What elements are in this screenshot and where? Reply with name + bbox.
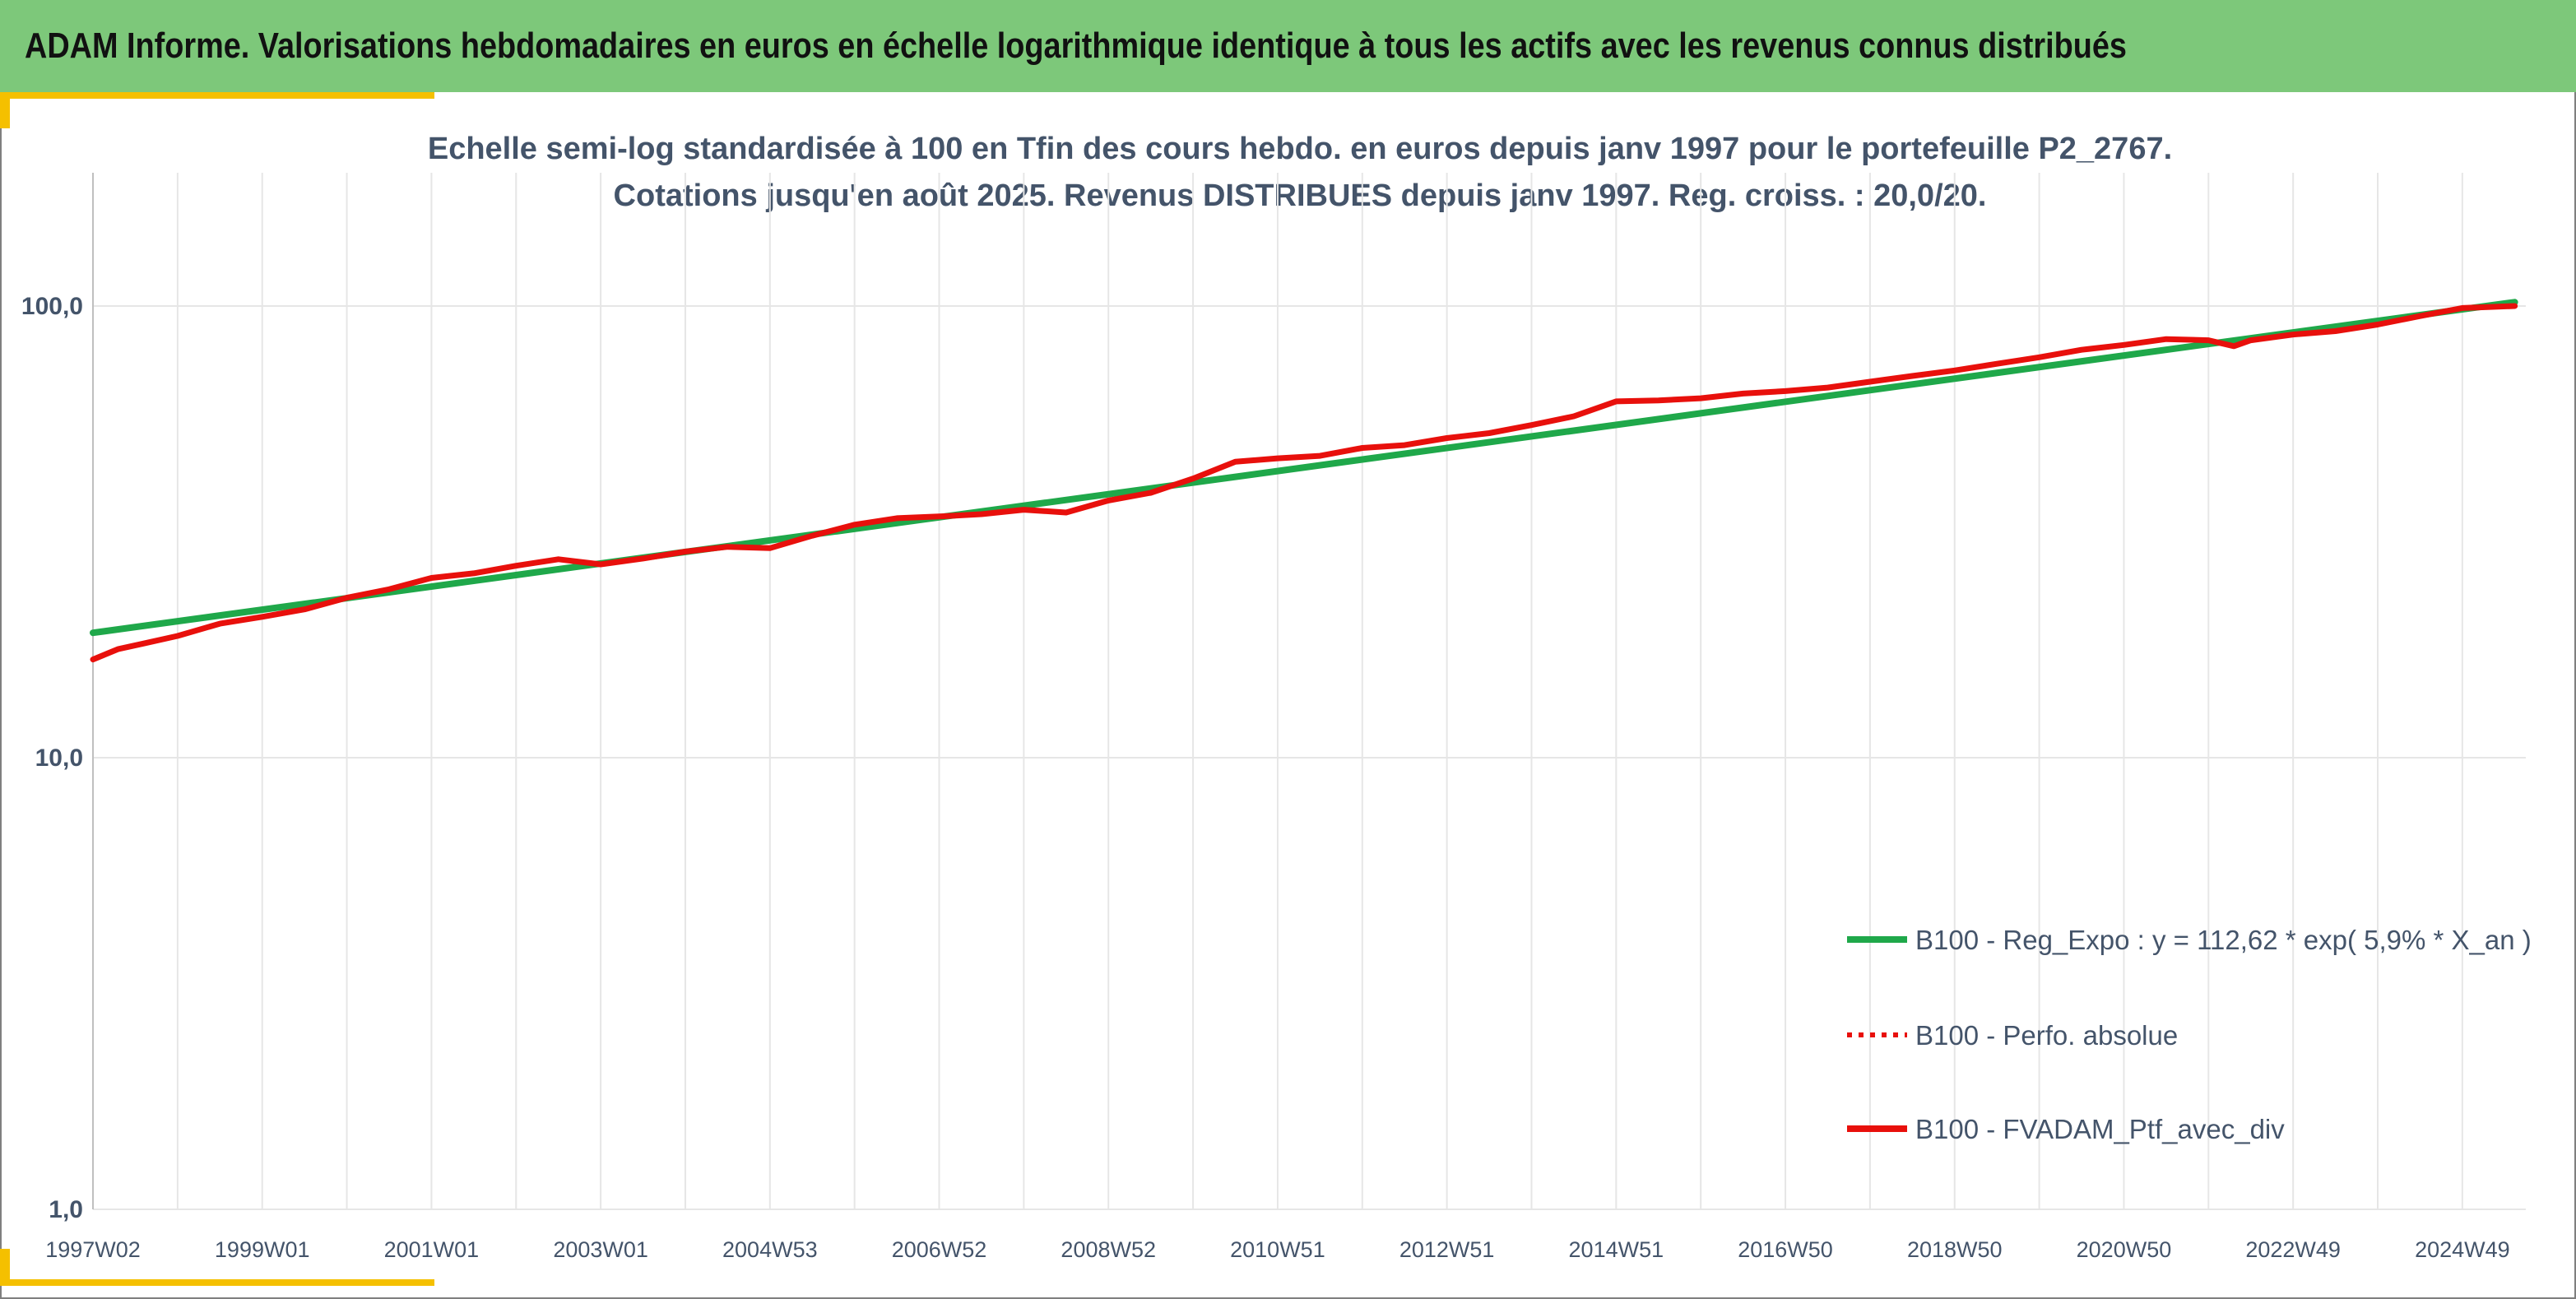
x-tick-label: 1997W02 — [45, 1237, 141, 1262]
x-tick-label: 2014W51 — [1569, 1237, 1664, 1262]
y-tick-label: 100,0 — [21, 293, 83, 320]
chart-title: Echelle semi-log standardisée à 100 en T… — [428, 132, 2172, 166]
x-tick-label: 2022W49 — [2245, 1237, 2341, 1262]
series-line-regression — [90, 299, 2518, 637]
legend-entry: B100 - FVADAM_Ptf_avec_div — [1915, 1114, 2285, 1144]
accent-bar-left-bottom — [0, 1249, 10, 1286]
axes: 1,0 10,0 100,0 1997W02 1999W01 2001W01 2003W01… — [21, 173, 2510, 1262]
x-tick-label: 2012W51 — [1399, 1237, 1495, 1262]
page-title: ADAM Informe. Valorisations hebdomadaire… — [25, 26, 2127, 66]
series-group — [90, 299, 2518, 663]
x-tick-label: 2003W01 — [553, 1237, 648, 1262]
y-tick-label: 1,0 — [49, 1196, 83, 1223]
series-line-portfolio — [90, 303, 2518, 663]
legend: B100 - Reg_Expo : y = 112,62 * exp( 5,9%… — [1847, 925, 2532, 1144]
x-tick-label: 1999W01 — [215, 1237, 310, 1262]
x-tick-label: 2001W01 — [384, 1237, 480, 1262]
x-tick-label: 2018W50 — [1907, 1237, 2003, 1262]
grid — [92, 173, 2526, 1210]
x-tick-label: 2004W53 — [722, 1237, 818, 1262]
x-tick-label: 2016W50 — [1738, 1237, 1833, 1262]
chart-subtitle: Cotations jusqu'en août 2025. Revenus DI… — [614, 179, 1987, 213]
legend-entry: B100 - Reg_Expo : y = 112,62 * exp( 5,9%… — [1915, 925, 2532, 955]
x-tick-label: 2006W52 — [892, 1237, 987, 1262]
accent-bar-bottom — [0, 1279, 434, 1286]
x-tick-label: 2024W49 — [2415, 1237, 2510, 1262]
x-tick-label: 2020W50 — [2077, 1237, 2172, 1262]
y-tick-label: 10,0 — [35, 745, 83, 772]
accent-bar-top — [0, 92, 434, 99]
x-tick-label: 2008W52 — [1061, 1237, 1156, 1262]
legend-entry: B100 - Perfo. absolue — [1915, 1020, 2178, 1051]
x-tick-label: 2010W51 — [1230, 1237, 1325, 1262]
header-banner: ADAM Informe. Valorisations hebdomadaire… — [0, 0, 2576, 92]
accent-bar-left-top — [0, 92, 10, 128]
